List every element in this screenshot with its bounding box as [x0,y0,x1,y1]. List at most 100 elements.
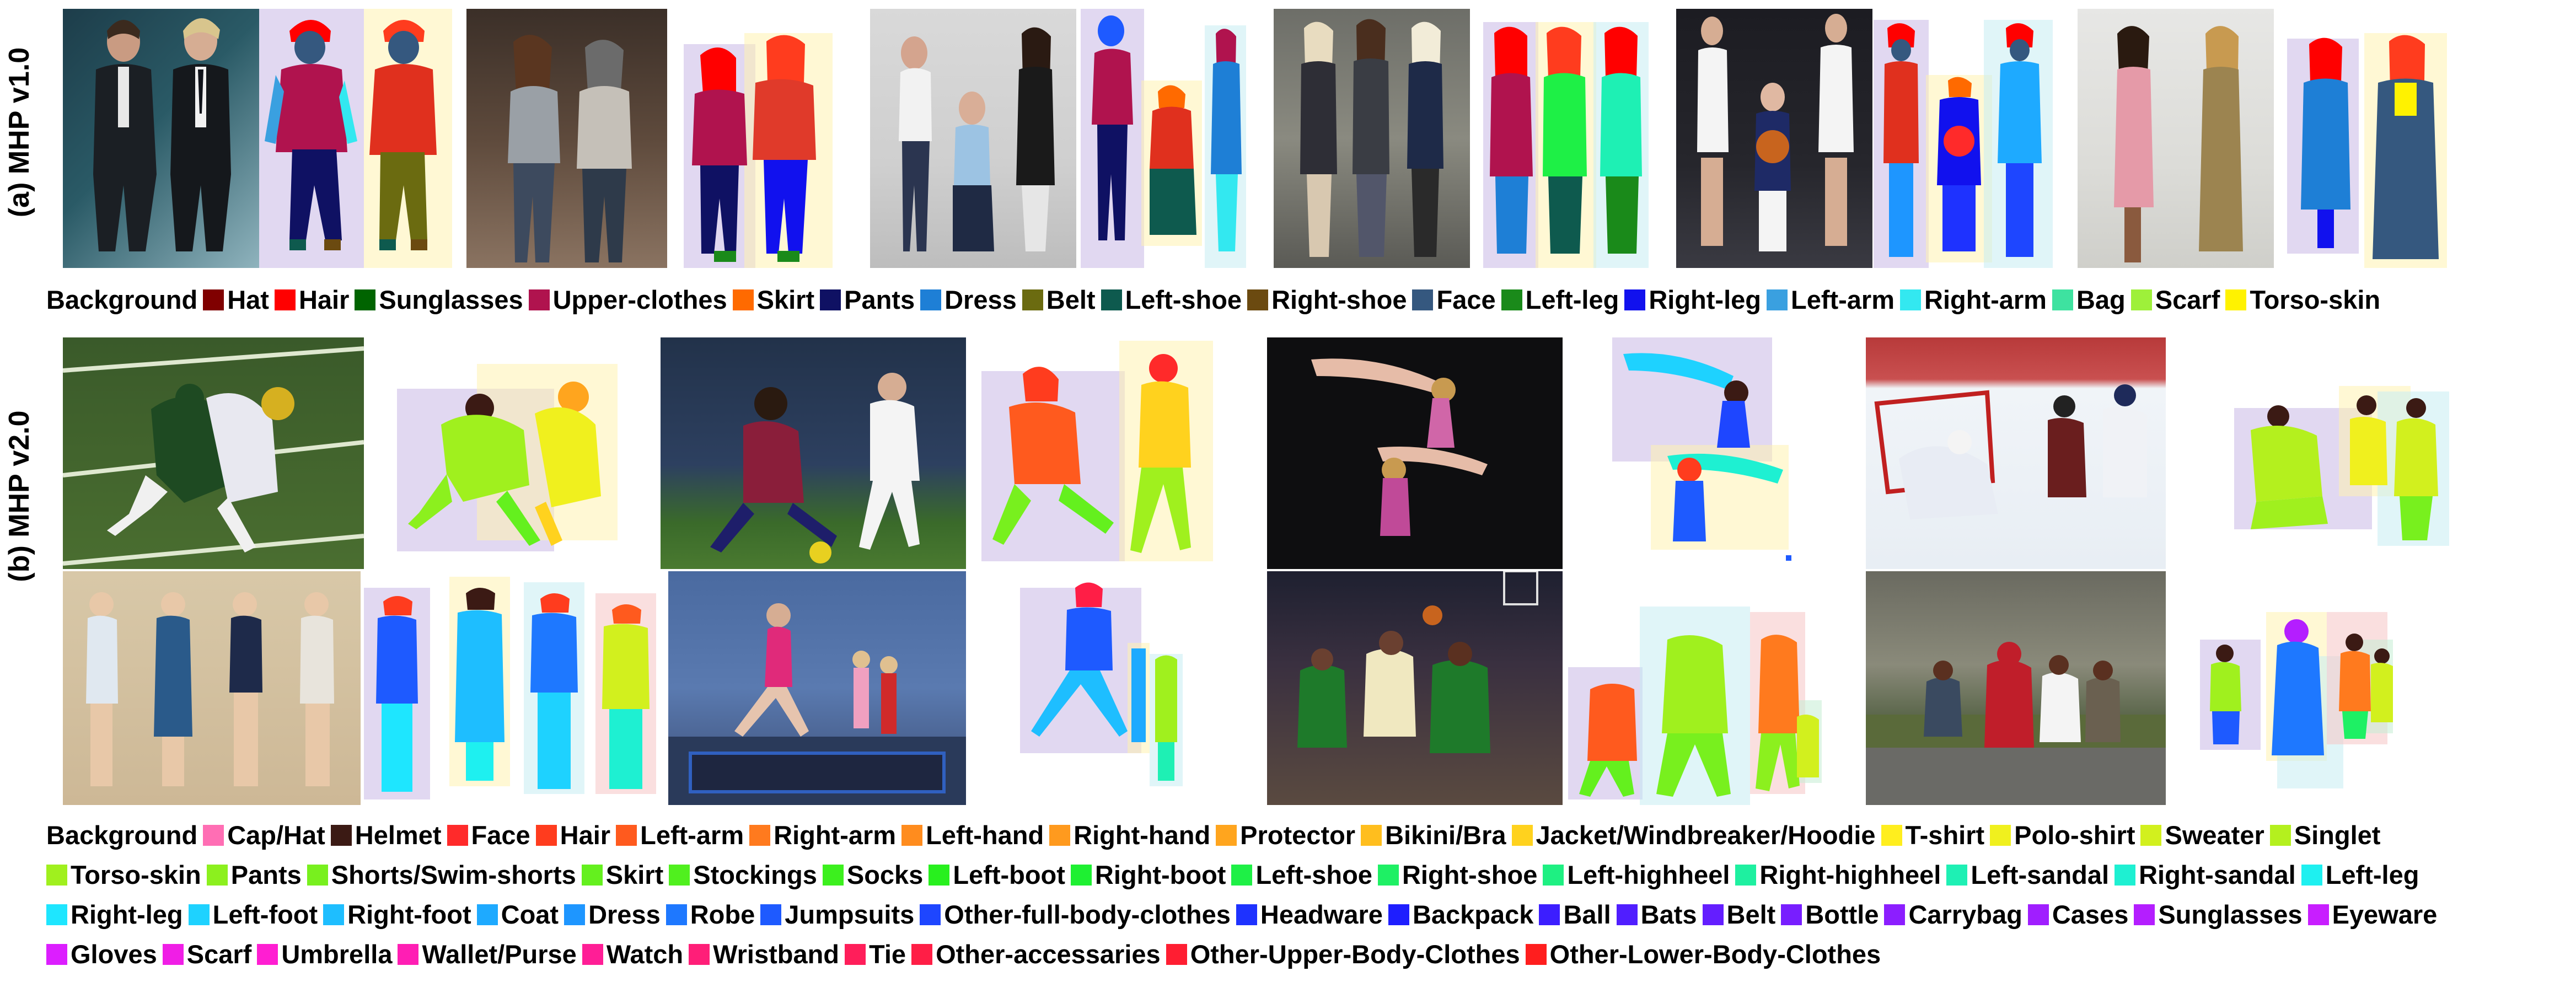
legend-item: Scarf [2126,280,2220,320]
legend-label: Bikini/Bra [1385,820,1506,850]
legend-label: Ball [1563,900,1611,929]
legend-item: Left-shoe [1226,855,1372,895]
legend-swatch [822,865,844,886]
legend-swatch [257,944,278,965]
legend-item: Jacket/Windbreaker/Hoodie [1506,815,1876,855]
legend-swatch [1388,904,1409,925]
photo-studio [870,9,1076,268]
legend-label: Headware [1260,900,1383,929]
legend-label: Hair [560,820,611,850]
legend-label: Jumpsuits [785,900,915,929]
photo-hockey [1866,337,2166,569]
legend-label: Right-sandal [2139,860,2296,889]
legend-label: Carrybag [1908,900,2022,929]
legend-label: Right-arm [1924,285,2047,314]
legend-swatch [1990,825,2011,846]
legend-swatch [1022,289,1043,310]
legend-item: Bats [1611,895,1697,935]
legend-label: Gloves [71,940,157,969]
legend-swatch [2307,904,2329,925]
legend-label: Sunglasses [2158,900,2303,929]
legend-label: Sweater [2165,820,2264,850]
photo-street [1274,9,1470,268]
legend-label: Left-highheel [1567,860,1730,889]
mask-studio [1081,9,1246,268]
legend-label: Face [1436,285,1496,314]
legend-swatch [535,825,557,846]
legend-item: Left-shoe [1096,280,1242,320]
legend-item: Stockings [663,855,817,895]
photo-beach [63,571,361,805]
legend-item: Shorts/Swim-shorts [302,855,576,895]
legend-swatch [2140,825,2162,846]
legend-item: Skirt [727,280,814,320]
legend-item: Right-foot [318,895,471,935]
legend-swatch [1216,825,1237,846]
legend-item: Belt [1017,280,1096,320]
legend-item: Right-boot [1065,855,1226,895]
legend-label: Eyeware [2332,900,2438,929]
legend-label: Robe [690,900,755,929]
legend-label: Scarf [186,940,252,969]
legend-label: Bottle [1805,900,1879,929]
legend-swatch [1946,865,1968,886]
legend-item: Hair [269,280,349,320]
legend-swatch [920,904,941,925]
mask-trampoline [981,577,1213,799]
legend-swatch [1624,289,1646,310]
legend-label: Left-leg [1525,285,1619,314]
legend-item: Dress [559,895,661,935]
legend-label: Bats [1640,900,1697,929]
legend-item: Other-Upper-Body-Clothes [1161,935,1520,974]
legend-swatch [920,289,942,310]
mask-street [1483,22,1649,268]
legend-label: Socks [846,860,924,889]
legend-swatch [1501,289,1522,310]
legend-swatch [1525,944,1547,965]
legend-label: Stockings [693,860,817,889]
legend-item: Umbrella [251,935,392,974]
legend-swatch [206,865,228,886]
legend-label: Backpack [1412,900,1534,929]
mask-acrobats [1612,337,1800,569]
legend-swatch [330,825,352,846]
legend-label: Background [46,820,198,850]
legend-label: Sunglasses [379,285,523,314]
legend-label: Left-foot [212,900,318,929]
legend-swatch [582,944,603,965]
legend-label: Other-accessaries [936,940,1161,969]
legend-swatch [1511,825,1533,846]
legend-item: Left-leg [2296,855,2419,895]
legend-swatch [581,865,603,886]
legend-item: Right-leg [46,895,183,935]
legend-swatch [528,289,550,310]
legend-label: Scarf [2155,285,2220,314]
legend-item: Torso-skin [46,855,201,895]
legend-label: Right-arm [774,820,897,850]
legend-label: Other-Upper-Body-Clothes [1190,940,1520,969]
legend-item: Backpack [1383,895,1534,935]
legend-swatch [820,289,841,310]
legend-item: Protector [1210,815,1355,855]
legend-label: Left-hand [926,820,1044,850]
legend-label: Right-highheel [1759,860,1941,889]
legend-item: Scarf [157,935,252,974]
legend-swatch [2134,904,2155,925]
legend-item: Upper-clothes [523,280,727,320]
legend-label: Other-full-body-clothes [944,900,1231,929]
photo-acrobats [1267,337,1563,569]
legend-swatch [46,904,67,925]
legend-label: Right-foot [347,900,471,929]
legend-label: Singlet [2294,820,2381,850]
legend-label: Dress [588,900,661,929]
legend-swatch [398,944,419,965]
legend-label: Shorts/Swim-shorts [331,860,576,889]
legend-item: Right-shoe [1242,280,1407,320]
legend-item: Cap/Hat [197,815,325,855]
legend-item: Left-boot [923,855,1065,895]
legend-swatch [2027,904,2049,925]
legend-item: Pants [814,280,915,320]
legend-swatch [203,289,224,310]
legend-swatch [2052,289,2073,310]
legend-swatch [564,904,586,925]
